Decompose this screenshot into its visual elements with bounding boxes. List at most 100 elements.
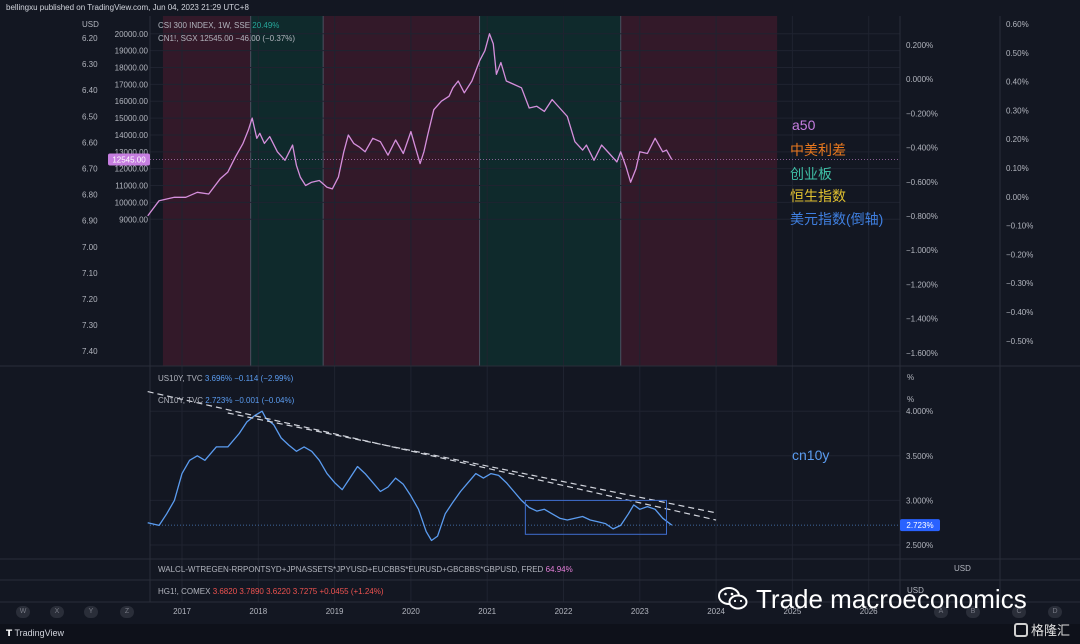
cn10y-trendline [227,412,717,514]
annotation-hangseng: 恒生指数 [790,188,846,204]
dxy-tick-label: 0.50% [1006,49,1029,58]
shaded-period-teal [250,16,324,366]
usdcny-tick-label: 6.70 [82,165,98,174]
shaded-period-red [323,16,480,366]
watermark-text: Trade macroeconomics [756,583,1027,614]
legend-cn1-name: CN1!, SGX [158,34,198,43]
time-axis-tick-label: 2021 [478,607,496,616]
toolbar-button[interactable]: W [16,606,30,618]
yield-tick-label: 3.000% [906,496,933,505]
price-tick-label: 13000.00 [115,148,149,157]
a50-price-tag-label: 12545.00 [112,155,146,164]
toolbar-button[interactable]: B [966,606,980,618]
shaded-period-red [620,16,778,366]
toolbar-button[interactable]: D [1048,606,1062,618]
spread-tick-label: −1.000% [906,246,938,255]
legend-csi300[interactable]: CSI 300 INDEX, 1W, SSE 20.49% [158,21,279,30]
tradingview-logo[interactable]: 𝗧 TradingView [6,628,64,639]
usdcny-tick-label: 6.30 [82,60,98,69]
annotation-chinext: 创业板 [790,166,832,182]
tv-icon: 𝗧 [6,628,13,638]
axis-ticks: 2017 2018 2019 2020 2021 2022 2023 2024 2025 2026… [82,20,1033,616]
cn10y-value-tag-label: 2.723% [906,521,933,530]
time-axis-tick-label: 2018 [249,607,267,616]
gelonghui-logo: 格隆汇 [1013,620,1070,639]
legend-hg1-values: 3.6820 3.7890 3.6220 3.7275 +0.0455 (+1.… [212,587,384,596]
legend-us10y-name: US10Y, TVC [158,374,203,383]
usdcny-tick-label: 7.40 [82,347,98,356]
dxy-tick-label: 0.10% [1006,164,1029,173]
walcl-unit: USD [954,564,971,573]
toolbar-button[interactable]: Z [120,606,134,618]
dxy-tick-label: −0.20% [1006,250,1033,259]
yield-tick-label: 4.000% [906,407,933,416]
a50-price-tag [108,153,150,166]
usdcny-tick-label: 7.00 [82,243,98,252]
cn10y-trendline [147,390,717,521]
legend-cn1-values: 12545.00 −46.00 (−0.37%) [199,34,295,43]
footer-bar [0,624,1080,644]
time-axis-tick-label: 2025 [784,607,802,616]
spread-tick-label: −1.600% [906,349,938,358]
time-axis-tick-label: 2026 [860,607,878,616]
legend-cn10y-name: CN10Y, TVC [158,396,204,405]
time-axis-tick-label: 2019 [326,607,344,616]
time-axis-tick-label: 2024 [707,607,725,616]
legend-us10y-change: −0.114 (−2.99%) [234,374,294,383]
dxy-tick-label: −0.30% [1006,279,1033,288]
legend-walcl[interactable]: WALCL-WTREGEN-RRPONTSYD+JPNASSETS*JPYUSD… [158,565,573,574]
legend-hg1-name: HG1!, COMEX [158,587,211,596]
legend-cn1[interactable]: CN1!, SGX 12545.00 −46.00 (−0.37%) [158,34,295,43]
dxy-tick-label: 0.40% [1006,78,1029,87]
legend-hg1[interactable]: HG1!, COMEX 3.6820 3.7890 3.6220 3.7275 … [158,587,384,596]
toolbar-button[interactable]: Y [84,606,98,618]
price-tick-label: 15000.00 [115,114,149,123]
toolbar-button[interactable]: A [934,606,948,618]
annotation-cn10y: cn10y [792,447,830,463]
toolbar-button[interactable]: C [1012,606,1026,618]
gelonghui-icon [1013,622,1028,637]
price-tick-label: 11000.00 [115,182,148,191]
price-tick-label: 14000.00 [115,131,149,140]
cn10y-yield-line [147,410,673,542]
usdcny-tick-label: 6.20 [82,34,98,43]
series-lines [147,33,900,542]
legend-us10y[interactable]: US10Y, TVC 3.696% −0.114 (−2.99%) [158,374,293,383]
dxy-tick-label: −0.50% [1006,337,1033,346]
annotation-a50: a50 [792,117,816,133]
pane-frames [0,16,1080,644]
tradingview-label: TradingView [14,628,65,638]
spread-tick-label: −1.200% [906,280,938,289]
legend-cn10y[interactable]: CN10Y, TVC 2.723% −0.001 (−0.04%) [158,396,294,405]
usdcny-tick-label: 6.80 [82,191,98,200]
legend-walcl-change: 64.94% [545,565,573,574]
cn10y-unit: % [907,395,915,404]
annotation-spread: 中美利差 [790,142,846,158]
spread-tick-label: −0.600% [906,178,938,187]
wechat-icon [718,587,748,610]
usdcny-tick-label: 7.10 [82,269,98,278]
shaded-period-teal [479,16,621,366]
toolbar-button[interactable]: X [50,606,64,618]
hg1-unit: USD [907,586,924,595]
usdcny-tick-label: 6.90 [82,217,98,226]
dxy-tick-label: 0.30% [1006,106,1029,115]
legend-csi300-change: 20.49% [252,21,280,30]
legend-us10y-values: 3.696% [204,374,232,383]
a50-price-line [147,33,673,217]
time-axis-tick-label: 2017 [173,607,191,616]
usdcny-tick-label: 6.40 [82,86,98,95]
spread-tick-label: −0.800% [906,212,938,221]
time-axis-tick-label: 2020 [402,607,420,616]
dxy-tick-label: 0.20% [1006,135,1029,144]
dxy-tick-label: −0.40% [1006,308,1033,317]
yield-tick-label: 2.500% [906,541,933,550]
left-axis-unit: USD [82,20,99,29]
dxy-tick-label: −0.10% [1006,222,1033,231]
shaded-periods [162,16,778,366]
legend-walcl-name: WALCL-WTREGEN-RRPONTSYD+JPNASSETS*JPYUSD… [158,565,544,574]
time-axis-tick-label: 2023 [631,607,649,616]
usdcny-tick-label: 6.50 [82,112,98,121]
publish-header: bellingxu published on TradingView.com, … [6,3,249,12]
